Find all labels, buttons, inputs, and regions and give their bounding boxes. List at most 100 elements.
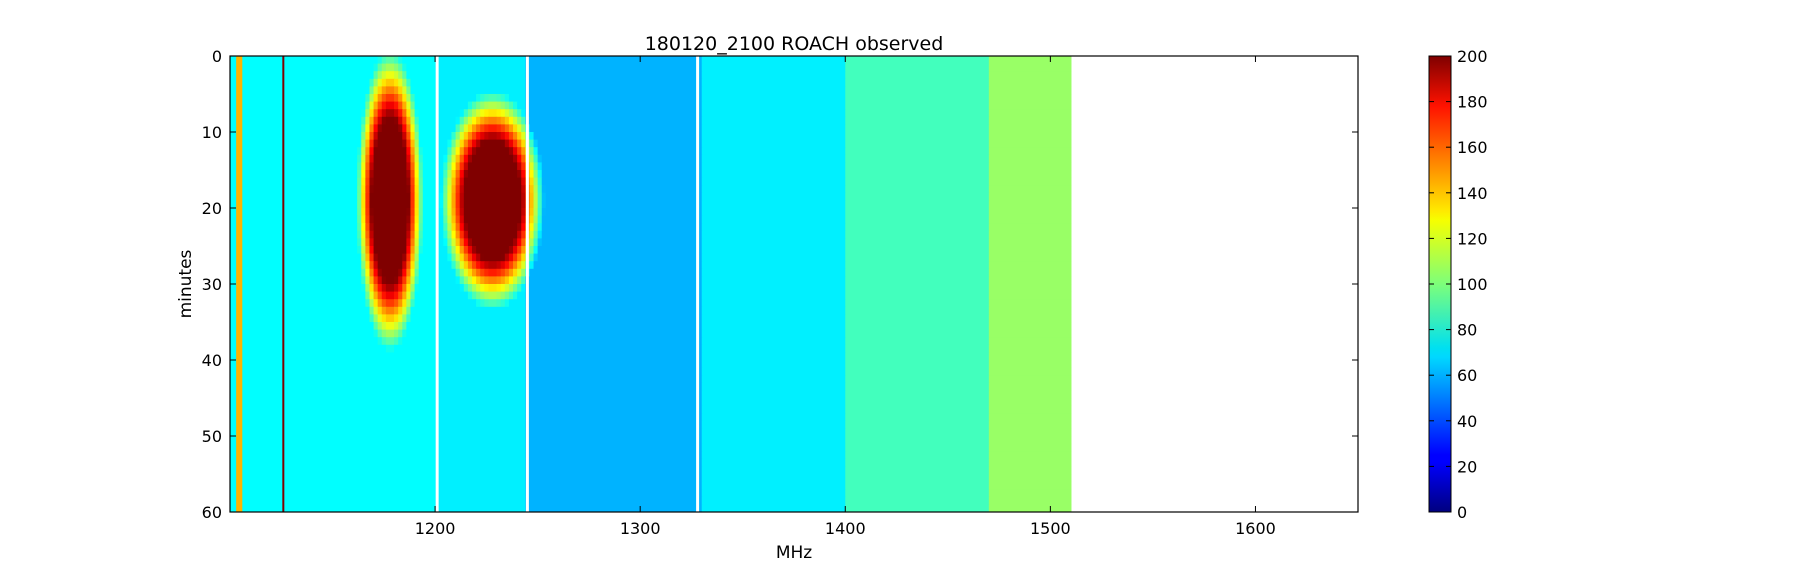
heatmap-cell: [365, 185, 371, 194]
heatmap-cell: [541, 154, 703, 163]
strong-edge-band: [236, 56, 243, 512]
heatmap-cell: [701, 443, 846, 452]
y-tick-label: 60: [202, 503, 222, 522]
heatmap-cell: [472, 261, 477, 270]
heatmap-cell: [525, 398, 703, 407]
heatmap-cell: [525, 306, 703, 315]
heatmap-cell: [484, 268, 490, 277]
heatmap-cell: [365, 208, 371, 217]
heatmap-cell: [365, 253, 371, 262]
heatmap-cell: [406, 78, 412, 87]
heatmap-cell: [369, 268, 375, 277]
heatmap-cell: [455, 215, 461, 224]
heatmap-cell: [230, 268, 362, 277]
heatmap-cell: [500, 261, 506, 270]
heatmap-cell: [525, 284, 703, 293]
heatmap-cell: [373, 71, 379, 80]
x-tick-label: 1300: [620, 519, 661, 538]
heatmap-cell: [513, 147, 518, 156]
heatmap-cell: [402, 94, 407, 103]
heatmap-cell: [484, 299, 490, 308]
heatmap-cell: [988, 71, 1072, 80]
heatmap-cell: [365, 101, 371, 110]
heatmap-cell: [414, 94, 436, 103]
heatmap-cell: [381, 337, 387, 346]
heatmap-cell: [398, 268, 403, 277]
heatmap-cell: [230, 375, 436, 384]
heatmap-cell: [521, 268, 526, 277]
heatmap-cell: [385, 109, 395, 118]
heatmap-cell: [357, 230, 362, 239]
heatmap-cell: [467, 109, 473, 118]
heatmap-cell: [701, 200, 846, 209]
heatmap-cell: [529, 276, 703, 285]
heatmap-cell: [988, 428, 1072, 437]
heatmap-cell: [541, 230, 703, 239]
heatmap-cell: [435, 223, 444, 232]
heatmap-cell: [365, 109, 371, 118]
colorbar-tick-label: 60: [1457, 366, 1477, 385]
heatmap-cell: [459, 200, 465, 209]
heatmap-cell: [230, 116, 362, 125]
heatmap-cell: [533, 223, 539, 232]
heatmap-cell: [361, 124, 366, 133]
heatmap-cell: [529, 192, 535, 201]
heatmap-cell: [529, 200, 535, 209]
heatmap-cell: [845, 192, 990, 201]
heatmap-cell: [230, 253, 362, 262]
heatmap-cell: [476, 109, 481, 118]
heatmap-cell: [988, 94, 1072, 103]
heatmap-cell: [845, 314, 990, 323]
heatmap-cell: [467, 154, 473, 163]
colorbar-tick-label: 80: [1457, 321, 1477, 340]
heatmap-cell: [373, 94, 379, 103]
heatmap-cell: [385, 299, 395, 308]
heatmap-cell: [701, 56, 846, 65]
heatmap-cell: [988, 177, 1072, 186]
heatmap-cell: [496, 124, 502, 133]
heatmap-cell: [463, 162, 469, 171]
heatmap-cell: [394, 63, 399, 72]
heatmap-cell: [394, 322, 399, 331]
heatmap-cell: [381, 322, 387, 331]
heatmap-cell: [525, 101, 703, 110]
heatmap-cell: [517, 132, 522, 141]
heatmap-cell: [381, 314, 387, 323]
heatmap-cell: [414, 124, 420, 133]
heatmap-cell: [701, 428, 846, 437]
heatmap-cell: [701, 139, 846, 148]
heatmap-cell: [701, 78, 846, 87]
heatmap-cell: [459, 261, 465, 270]
heatmap-cell: [525, 489, 703, 498]
heatmap-cell: [414, 192, 420, 201]
heatmap-cell: [513, 109, 518, 118]
heatmap-cell: [402, 291, 407, 300]
heatmap-cell: [525, 405, 703, 414]
heatmap-cell: [459, 162, 465, 171]
heatmap-cell: [455, 139, 461, 148]
heatmap-cell: [385, 86, 395, 95]
heatmap-cell: [476, 299, 481, 308]
heatmap-cell: [988, 109, 1072, 118]
heatmap-cell: [476, 261, 481, 270]
heatmap-cell: [845, 284, 990, 293]
heatmap-cell: [447, 170, 453, 179]
heatmap-cell: [394, 344, 436, 353]
heatmap-cell: [230, 489, 436, 498]
heatmap-cell: [406, 322, 436, 331]
heatmap-cell: [533, 246, 539, 255]
heatmap-cell: [361, 139, 366, 148]
heatmap-cell: [373, 86, 379, 95]
heatmap-cell: [701, 268, 846, 277]
heatmap-cell: [422, 192, 436, 201]
heatmap-cell: [230, 109, 362, 118]
heatmap-cell: [988, 116, 1072, 125]
heatmap-cell: [484, 261, 490, 270]
heatmap-cell: [377, 284, 383, 293]
heatmap-cell: [500, 276, 506, 285]
heatmap-cell: [537, 238, 543, 247]
heatmap-cell: [525, 443, 703, 452]
heatmap-cell: [845, 238, 990, 247]
heatmap-cell: [451, 162, 457, 171]
heatmap-cell: [988, 132, 1072, 141]
